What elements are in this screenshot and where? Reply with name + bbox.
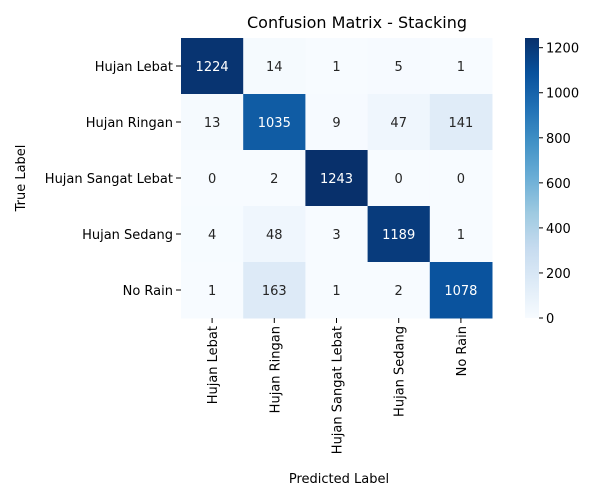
heatmap-cell [367,38,431,95]
heatmap-cell [243,262,306,319]
cell-value-label: 2 [270,172,278,187]
colorbar-ticks: 0 200 400 600 800 1000 1200 [539,42,579,327]
cell-value-label: 9 [332,116,340,131]
cell-value-label: 0 [457,172,465,187]
x-tick-label: Hujan Ringan [268,326,283,413]
heatmap-cell [305,150,369,207]
x-tick-label: Hujan Sangat Lebat [331,326,346,454]
cell-value-label: 1 [332,284,340,299]
heatmap-cell [367,150,431,207]
heatmap-cell [367,206,431,263]
x-tick-label: No Rain [455,326,470,376]
heatmap-cell [305,94,369,151]
cell-value-label: 1 [457,60,465,75]
cell-value-label: 48 [266,228,283,243]
cell-value-label: 47 [390,116,407,131]
heatmap-cell [429,38,493,95]
heatmap-cell [181,38,244,95]
colorbar-tick-label: 400 [546,222,571,237]
heatmap-cell [181,262,244,319]
heatmap-cell [243,38,306,95]
cell-value-label: 1224 [196,60,229,75]
colorbar-tick-label: 0 [546,312,554,327]
cell-value-label: 163 [262,284,287,299]
cell-value-label: 1243 [320,172,353,187]
y-tick-label: Hujan Ringan [86,116,173,131]
heatmap-cell [367,94,431,151]
cell-value-label: 1 [457,228,465,243]
colorbar-tick-label: 800 [546,132,571,147]
colorbar-tick-label: 200 [546,267,571,282]
cell-value-label: 141 [448,116,473,131]
heatmap-cell [243,94,306,151]
colorbar [525,38,539,318]
heatmap-cell [243,150,306,207]
heatmap-cell [429,262,493,319]
y-tick-label: Hujan Sangat Lebat [45,172,173,187]
cell-value-label: 4 [208,228,216,243]
y-axis-label: True Label [14,145,29,213]
cell-value-label: 14 [266,60,283,75]
cell-value-label: 1078 [444,284,477,299]
y-axis-ticks: Hujan Lebat Hujan Ringan Hujan Sangat Leba… [45,60,181,299]
cell-value-label: 2 [395,284,403,299]
x-tick-label: Hujan Lebat [206,326,221,404]
cell-value-label: 1189 [382,228,415,243]
cell-value-label: 0 [395,172,403,187]
x-tick-label: Hujan Sedang [393,326,408,417]
cell-value-label: 3 [332,228,340,243]
heatmap-cell [181,94,244,151]
colorbar-tick-label: 1200 [546,42,579,57]
heatmap-cell [181,150,244,207]
heatmap-cell [305,38,369,95]
heatmap-cell [429,150,493,207]
heatmap-cell [429,206,493,263]
heatmap-cell [243,206,306,263]
heatmap-cell [305,206,369,263]
y-tick-label: Hujan Sedang [82,228,173,243]
y-tick-label: No Rain [123,284,173,299]
x-axis-ticks: Hujan Lebat Hujan Ringan Hujan Sangat Leba… [206,318,470,454]
chart-title: Confusion Matrix - Stacking [247,13,467,32]
heatmap-cell [181,206,244,263]
heatmap-cell [305,262,369,319]
cell-value-label: 1 [208,284,216,299]
heatmap-cell [367,262,431,319]
cell-value-label: 0 [208,172,216,187]
heatmap-cell [429,94,493,151]
y-tick-label: Hujan Lebat [95,60,173,75]
cell-value-label: 13 [204,116,221,131]
cell-value-label: 1035 [258,116,291,131]
x-axis-label: Predicted Label [289,472,389,487]
colorbar-tick-label: 600 [546,177,571,192]
colorbar-tick-label: 1000 [546,87,579,102]
cell-value-label: 5 [395,60,403,75]
cell-value-label: 1 [332,60,340,75]
